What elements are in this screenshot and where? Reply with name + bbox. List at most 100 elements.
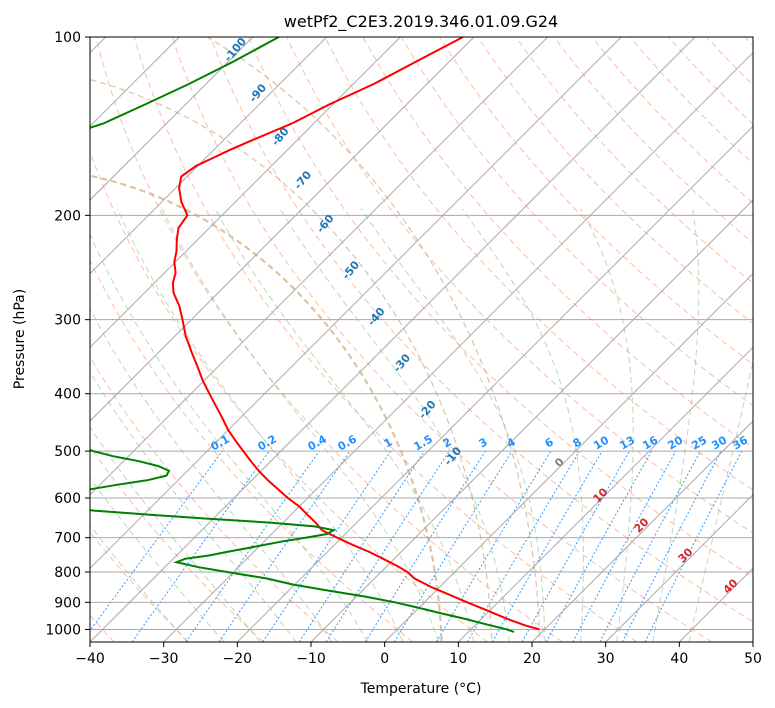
dry-adiabat-label: -70 <box>291 168 314 192</box>
isotherm-gridline <box>90 37 622 570</box>
dry-adiabat <box>90 445 264 642</box>
moist-adiabat <box>461 208 584 642</box>
mixing-ratio-label: 0.2 <box>256 432 279 453</box>
mixing-ratio-line <box>621 450 722 642</box>
dry-adiabat <box>362 37 753 449</box>
mixing-ratio-line <box>90 450 223 632</box>
mixing-ratio-line <box>185 450 320 642</box>
background-arc-1 <box>90 78 493 642</box>
isotherm-gridline <box>236 125 753 642</box>
isotherm-gridline <box>752 641 753 642</box>
x-tick-label: −10 <box>296 651 326 667</box>
moist-adiabat <box>90 232 369 642</box>
x-tick-label: −30 <box>149 651 179 667</box>
mixing-ratio-label: 3 <box>477 435 490 450</box>
dry-adiabat <box>248 37 753 578</box>
mixing-ratio-line <box>325 450 450 642</box>
x-tick-label: 50 <box>744 651 762 667</box>
chart-title: wetPf2_C2E3.2019.346.01.09.G24 <box>284 12 558 32</box>
mixing-ratio-label: 36 <box>730 433 750 452</box>
moist-adiabat <box>90 370 297 642</box>
mixing-ratio-label: 6 <box>543 435 556 450</box>
mixing-ratio-line <box>521 450 630 642</box>
mixing-ratio-line <box>218 450 351 642</box>
isotherm-gridline <box>457 346 753 642</box>
dry-adiabat-label: -40 <box>365 305 388 329</box>
y-tick-label: 100 <box>54 30 81 46</box>
moist-adiabat <box>90 476 225 642</box>
x-tick-label: 30 <box>597 651 615 667</box>
y-tick-label: 1000 <box>45 622 81 638</box>
plot-area: -100-90-80-70-60-50-40-30-20-10 010203040… <box>90 37 753 642</box>
isotherm-gridline <box>90 37 696 642</box>
mixing-ratio-label: 20 <box>665 433 685 452</box>
isotherm-gridlines <box>90 37 753 642</box>
mixing-ratio-line <box>644 450 743 642</box>
moist-adiabat <box>360 208 546 642</box>
mixing-ratio-lines <box>90 450 743 642</box>
y-tick-label: 500 <box>54 444 81 460</box>
moist-adiabat-label: 40 <box>721 576 741 596</box>
mixing-ratio-line <box>262 450 392 642</box>
moist-adiabat <box>279 208 510 642</box>
dry-adiabat <box>90 150 488 642</box>
y-tick-label: 900 <box>54 595 81 611</box>
dry-adiabat <box>438 37 753 366</box>
sounding-profiles <box>90 37 540 633</box>
x-tick-label: 40 <box>670 651 688 667</box>
moist-adiabat <box>90 308 333 642</box>
dry-adiabat-label: -20 <box>416 398 439 422</box>
y-tick-label: 400 <box>54 387 81 403</box>
pressure-gridlines <box>90 37 753 630</box>
background-arc-2 <box>205 37 541 642</box>
y-tick-label: 800 <box>54 565 81 581</box>
dry-adiabat <box>400 37 753 407</box>
x-tick-label: 20 <box>523 651 541 667</box>
x-axis-ticks: −40 −30 −20 −10 0 10 20 30 40 50 <box>75 642 762 667</box>
isotherm-gridline <box>310 199 753 642</box>
isotherm-gridline <box>90 37 254 201</box>
plot-frame <box>89 36 754 643</box>
mixing-ratio-line <box>545 450 653 642</box>
isotherm-gridline <box>605 493 753 642</box>
dry-adiabat-label: -50 <box>339 258 362 282</box>
y-axis-ticks: 100 200 300 400 500 600 700 800 900 1000 <box>45 30 90 638</box>
dry-adiabat <box>515 37 753 284</box>
mixing-ratio-label: 13 <box>617 434 637 453</box>
mixing-ratio-label: 1.5 <box>412 432 435 453</box>
dry-adiabat <box>286 37 753 534</box>
isotherm-gridline <box>678 567 753 642</box>
isotherm-gridline <box>384 272 753 642</box>
y-tick-label: 200 <box>54 208 81 224</box>
x-axis-title: Temperature (°C) <box>360 681 482 697</box>
dry-adiabat <box>95 37 563 642</box>
moist-adiabats <box>90 208 753 642</box>
dry-adiabat <box>591 37 753 204</box>
mixing-ratio-label: 0.1 <box>209 432 232 453</box>
dry-adiabat <box>90 259 414 642</box>
x-tick-label: 10 <box>449 651 467 667</box>
background-arc-0 <box>90 174 443 642</box>
dry-adiabat-label: -30 <box>390 351 413 375</box>
moist-adiabat <box>90 426 261 642</box>
temperature-profile <box>171 37 540 631</box>
isotherm-gridline <box>163 51 753 642</box>
y-axis-title: Pressure (hPa) <box>12 289 28 389</box>
mixing-ratio-label: 30 <box>709 433 729 452</box>
moist-adiabat <box>214 208 475 642</box>
isotherm-gridline <box>90 37 549 496</box>
moist-adiabat-label: 30 <box>676 545 696 565</box>
dewpoint-profile <box>90 37 515 633</box>
mixing-ratio-label: 16 <box>640 433 660 452</box>
y-tick-label: 600 <box>54 491 81 507</box>
dry-adiabats <box>90 37 753 642</box>
dry-adiabat <box>171 37 712 642</box>
dry-adiabat <box>476 37 753 325</box>
dry-adiabat <box>553 37 753 244</box>
moist-adiabat <box>688 358 753 642</box>
mixing-ratio-line <box>298 450 425 642</box>
moist-adiabat <box>652 208 700 642</box>
moist-adiabat <box>580 208 634 642</box>
moist-adiabat <box>161 208 439 642</box>
